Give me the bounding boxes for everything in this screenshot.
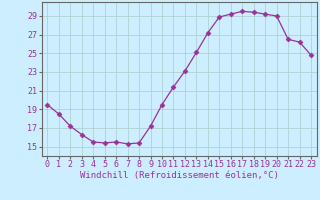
- X-axis label: Windchill (Refroidissement éolien,°C): Windchill (Refroidissement éolien,°C): [80, 171, 279, 180]
